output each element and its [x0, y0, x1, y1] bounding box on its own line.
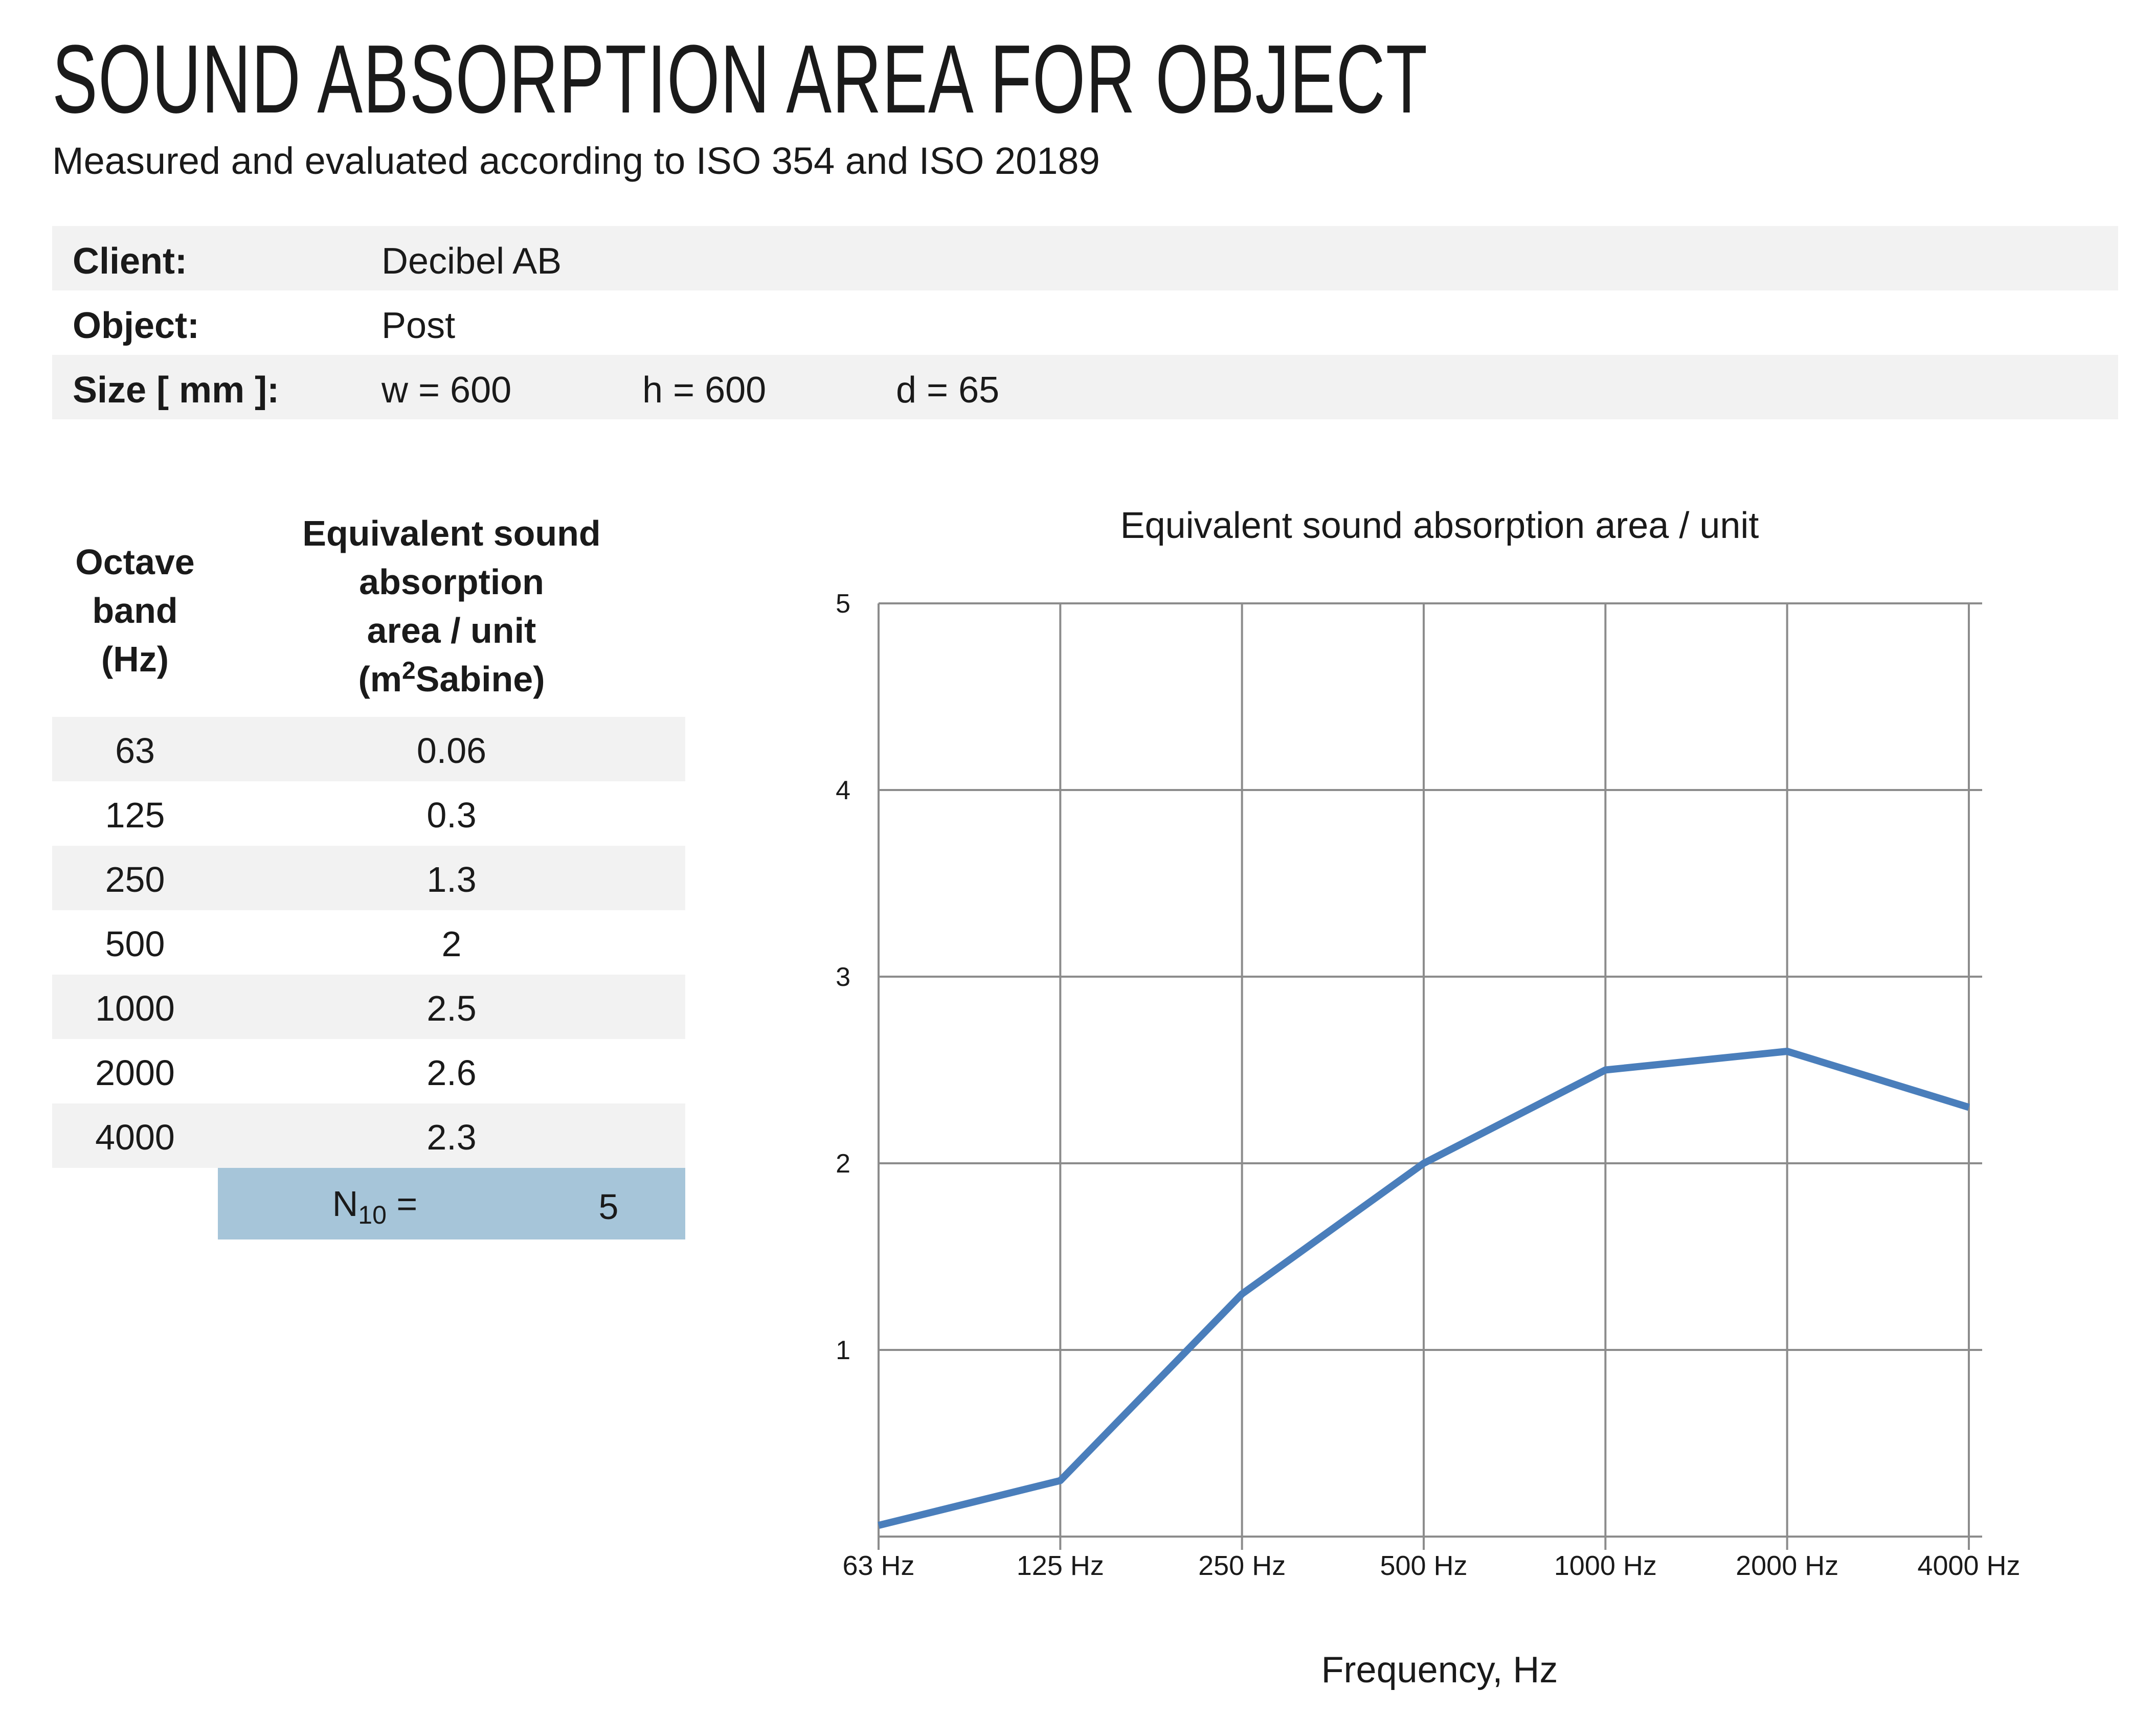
- table-row: 2000 2.6: [52, 1039, 685, 1103]
- page-title: SOUND ABSORPTION AREA FOR OBJECT: [52, 25, 1428, 133]
- header-unit: (m2Sabine): [218, 655, 685, 704]
- info-row-object: Object: Post: [52, 290, 2118, 355]
- n10-value: 5: [598, 1187, 619, 1227]
- object-value: Post: [381, 305, 456, 346]
- object-label: Object:: [73, 305, 200, 346]
- size-depth: d = 65: [896, 370, 1000, 411]
- value-cell: 2.6: [426, 1053, 477, 1093]
- band-cell: 500: [105, 924, 165, 964]
- x-tick-label: 125 Hz: [1017, 1550, 1104, 1581]
- value-cell: 0.06: [416, 731, 487, 771]
- y-tick-label: 5: [836, 589, 850, 619]
- table-row: 63 0.06: [52, 717, 685, 781]
- table-row: 500 2: [52, 910, 685, 975]
- absorption-area-header: Equivalent sound absorption area / unit …: [218, 509, 685, 704]
- header-line: band: [92, 591, 178, 630]
- chart-title: Equivalent sound absorption area / unit: [1120, 505, 1759, 546]
- octave-band-header: Octave band (Hz): [52, 538, 218, 684]
- value-cell: 2.3: [426, 1117, 477, 1157]
- info-table: Client: Decibel AB Object: Post Size [ m…: [52, 226, 2118, 419]
- unit-superscript: 2: [402, 657, 416, 685]
- header-line: Equivalent sound: [302, 513, 601, 553]
- value-cell: 2.5: [426, 988, 477, 1028]
- x-axis-label: Frequency, Hz: [1321, 1650, 1558, 1690]
- header-line: absorption: [359, 562, 544, 602]
- value-cell: 1.3: [426, 860, 477, 899]
- y-tick-label: 2: [836, 1149, 850, 1179]
- n10-label: N10 =: [218, 1183, 532, 1230]
- n10-summary: N10 = 5: [218, 1168, 685, 1239]
- x-tick-label: 250 Hz: [1198, 1550, 1286, 1581]
- unit-prefix: (m: [358, 659, 402, 699]
- size-label: Size [ mm ]:: [73, 370, 280, 411]
- y-tick-labels: 1 2 3 4 5: [836, 589, 850, 1365]
- x-tick-label: 63 Hz: [842, 1550, 914, 1581]
- value-cell: 0.3: [426, 795, 477, 835]
- n10-equals: =: [386, 1184, 418, 1224]
- n10-letter: N: [332, 1184, 358, 1224]
- band-cell: 63: [115, 731, 155, 771]
- chart-grid: [878, 602, 1982, 1550]
- band-cell: 2000: [95, 1053, 175, 1093]
- page-subtitle: Measured and evaluated according to ISO …: [52, 140, 1100, 182]
- y-tick-label: 3: [836, 962, 850, 992]
- info-row-size: Size [ mm ]: w = 600 h = 600 d = 65: [52, 355, 2118, 419]
- header-line: (Hz): [101, 639, 169, 679]
- client-label: Client:: [73, 241, 187, 282]
- value-cell: 2: [441, 924, 462, 964]
- table-row: 125 0.3: [52, 781, 685, 846]
- band-cell: 125: [105, 795, 165, 835]
- table-row: 250 1.3: [52, 846, 685, 910]
- table-row: 1000 2.5: [52, 975, 685, 1039]
- x-tick-labels: 63 Hz 125 Hz 250 Hz 500 Hz 1000 Hz 2000 Hz 400…: [842, 1550, 2020, 1581]
- band-cell: 4000: [95, 1117, 175, 1157]
- header-line: area / unit: [367, 611, 536, 650]
- x-tick-label: 2000 Hz: [1736, 1550, 1838, 1581]
- band-cell: 1000: [95, 988, 175, 1028]
- x-tick-label: 4000 Hz: [1917, 1550, 2020, 1581]
- client-value: Decibel AB: [381, 241, 562, 282]
- table-body: 63 0.06 125 0.3 250 1.3 500 2 1000 2.5 2000 2.…: [52, 717, 685, 1239]
- header-line: Octave: [75, 542, 195, 582]
- size-height: h = 600: [642, 370, 767, 411]
- unit-suffix: Sabine): [415, 659, 545, 699]
- info-row-client: Client: Decibel AB: [52, 226, 2118, 290]
- n10-subscript: 10: [358, 1201, 387, 1229]
- size-width: w = 600: [381, 370, 512, 411]
- x-tick-label: 1000 Hz: [1554, 1550, 1657, 1581]
- table-row: 4000 2.3: [52, 1103, 685, 1168]
- y-tick-label: 4: [836, 776, 850, 805]
- band-cell: 250: [105, 860, 165, 899]
- y-tick-label: 1: [836, 1336, 850, 1365]
- x-tick-label: 500 Hz: [1380, 1550, 1467, 1581]
- series-line: [878, 1048, 1970, 1529]
